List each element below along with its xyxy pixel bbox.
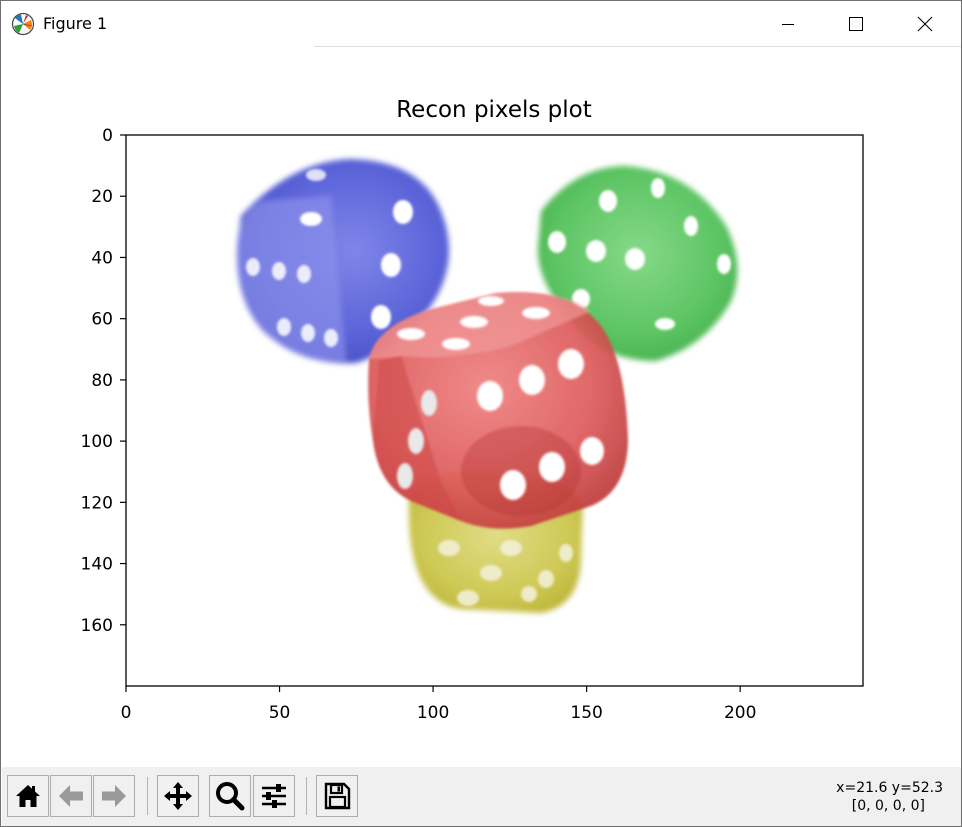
green-die-pips (548, 178, 731, 330)
home-icon (16, 785, 40, 807)
y-tick-label: 100 (81, 432, 113, 452)
x-axis: 0 50 100 150 200 (121, 686, 756, 723)
pixel-value-readout: [0, 0, 0, 0] (851, 798, 925, 814)
x-tick-label: 100 (417, 703, 449, 723)
subplots-icon (262, 784, 286, 808)
yellow-die-pips (438, 540, 573, 606)
y-tick-label: 60 (91, 310, 113, 330)
blue-die-pips (246, 169, 413, 347)
forward-button[interactable] (93, 775, 135, 817)
forward-icon (102, 785, 126, 807)
back-icon (59, 785, 83, 807)
cursor-coordinates: x=21.6 y=52.3 [0, 0, 0, 0] (743, 779, 943, 815)
navigation-toolbar: x=21.6 y=52.3 [0, 0, 0, 0] (2, 767, 961, 826)
y-tick-label: 120 (81, 493, 113, 513)
minimize-icon (782, 24, 794, 25)
axes-frame (125, 134, 864, 687)
pan-icon (164, 782, 192, 810)
y-axis: 0 20 40 60 80 100 120 140 160 (81, 126, 126, 636)
cursor-position-readout: x=21.6 y=52.3 (836, 780, 943, 796)
plot-axes[interactable]: 0 50 100 150 200 0 20 40 60 80 100 120 140 160 (1, 1, 961, 766)
dice-image (236, 159, 738, 613)
home-button[interactable] (7, 775, 49, 817)
minimize-button[interactable] (754, 1, 822, 47)
toolbar-separator (306, 777, 307, 815)
back-button[interactable] (50, 775, 92, 817)
title-bar-divider (314, 46, 961, 47)
toolbar-separator (147, 777, 148, 815)
close-icon (917, 16, 933, 32)
maximize-icon (849, 17, 863, 31)
maximize-button[interactable] (822, 1, 890, 47)
y-tick-label: 140 (81, 555, 113, 575)
zoom-icon (216, 782, 245, 811)
title-bar[interactable]: Figure 1 (1, 1, 961, 47)
x-tick-label: 200 (724, 703, 756, 723)
plot-title: Recon pixels plot (396, 97, 592, 123)
matplotlib-logo-icon (11, 12, 35, 36)
x-tick-label: 50 (269, 703, 291, 723)
save-icon (324, 782, 351, 810)
zoom-button[interactable] (209, 775, 251, 817)
red-die-pips (397, 296, 604, 500)
close-button[interactable] (891, 1, 959, 47)
pan-button[interactable] (157, 775, 199, 817)
y-tick-label: 80 (91, 371, 113, 391)
x-tick-label: 0 (121, 703, 132, 723)
red-die (368, 291, 628, 529)
y-tick-label: 0 (102, 126, 113, 146)
save-button[interactable] (316, 775, 358, 817)
x-tick-label: 150 (570, 703, 602, 723)
y-tick-label: 20 (91, 187, 113, 207)
y-tick-label: 40 (91, 248, 113, 268)
y-tick-label: 160 (81, 616, 113, 636)
window-title: Figure 1 (43, 14, 108, 33)
subplots-button[interactable] (253, 775, 295, 817)
